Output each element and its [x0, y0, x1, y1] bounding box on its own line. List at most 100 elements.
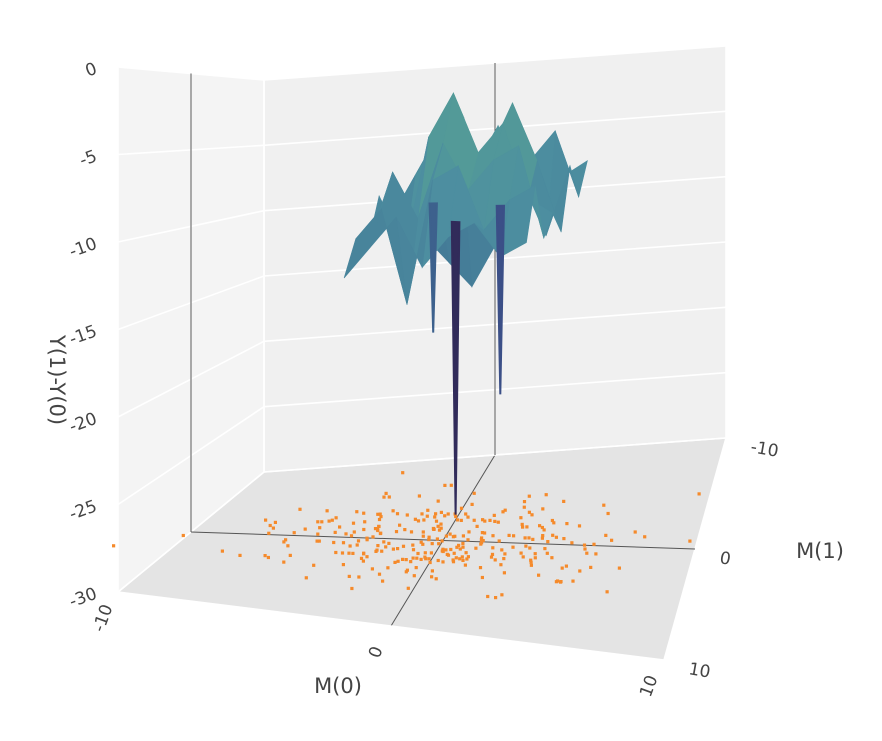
- y-tick-label: 10: [687, 659, 712, 682]
- scatter-point: [688, 539, 692, 543]
- z-tick-label: 0: [83, 59, 100, 81]
- scatter-point: [396, 547, 400, 551]
- scatter-point: [531, 537, 535, 541]
- scatter-point: [427, 538, 431, 542]
- scatter-point: [541, 534, 545, 538]
- scatter-point: [361, 559, 365, 563]
- scatter-point: [303, 527, 307, 531]
- scatter-point: [554, 535, 558, 539]
- scatter-point: [528, 546, 532, 550]
- scatter-point: [489, 555, 494, 559]
- scatter-point: [348, 544, 352, 548]
- scatter-point: [577, 524, 582, 528]
- scatter-point: [521, 555, 525, 559]
- scatter-point: [437, 542, 441, 546]
- scatter-point: [382, 540, 386, 544]
- scatter-point: [403, 528, 407, 532]
- scatter-point: [425, 514, 429, 518]
- surface-spike: [428, 202, 438, 333]
- scatter-point: [483, 519, 487, 523]
- scatter-point: [419, 557, 423, 561]
- scatter-point: [384, 491, 388, 495]
- scatter-point: [386, 566, 390, 570]
- scatter-point: [527, 510, 531, 514]
- scatter-point: [423, 555, 427, 559]
- scatter-point: [378, 512, 382, 516]
- scatter-point: [318, 526, 322, 530]
- scatter-point: [401, 544, 406, 548]
- scatter-point: [432, 527, 436, 531]
- scatter-point: [452, 551, 456, 555]
- scatter-point: [439, 522, 443, 526]
- scatter-point: [472, 491, 476, 495]
- scatter-point: [605, 590, 609, 594]
- scatter-point: [362, 551, 366, 555]
- scatter-point: [541, 507, 545, 511]
- scatter-point: [492, 513, 496, 517]
- scatter-point: [351, 521, 356, 525]
- floor-pane: [118, 438, 726, 660]
- scatter-point: [426, 508, 430, 512]
- scatter-point: [455, 518, 460, 522]
- scatter-point: [466, 515, 470, 519]
- scatter-point: [421, 534, 425, 538]
- scatter-point: [378, 531, 382, 536]
- scatter-point: [467, 530, 471, 534]
- z-tick-label: -5: [77, 146, 100, 171]
- scatter-point: [405, 568, 409, 572]
- scatter-point: [437, 528, 442, 532]
- scatter-point: [501, 510, 505, 514]
- scatter-point: [417, 494, 421, 498]
- scatter-point: [543, 547, 547, 551]
- scatter-point: [381, 579, 385, 583]
- scatter-point: [594, 552, 598, 556]
- scatter-point: [493, 519, 497, 523]
- scatter-point: [338, 525, 342, 529]
- scatter-point: [379, 515, 383, 519]
- scatter-point: [430, 542, 434, 546]
- scatter-point: [465, 557, 469, 561]
- scatter-point: [540, 525, 544, 530]
- scatter-point: [298, 507, 302, 511]
- scatter-point: [483, 531, 487, 535]
- scatter-point: [491, 534, 495, 538]
- scatter-point: [401, 557, 405, 561]
- scatter-point: [273, 520, 277, 524]
- scatter-point: [519, 516, 523, 520]
- scatter-point: [533, 552, 537, 556]
- surface-facet: [343, 208, 382, 279]
- scatter-point: [444, 548, 448, 552]
- scatter-point: [112, 544, 116, 548]
- x-tick-label: 10: [636, 673, 662, 700]
- scatter-point: [502, 557, 506, 561]
- scatter-point: [582, 543, 587, 547]
- scatter-point: [494, 596, 498, 600]
- scatter-point: [357, 575, 361, 579]
- scatter-point: [398, 523, 402, 527]
- scatter-point: [282, 560, 286, 564]
- scatter-point: [589, 565, 593, 569]
- scatter-point: [606, 511, 610, 516]
- scatter-point: [527, 494, 531, 498]
- scatter-point: [502, 571, 506, 575]
- scatter-point: [376, 512, 380, 516]
- scatter-point: [271, 526, 275, 530]
- scatter-point: [451, 560, 456, 564]
- scatter-point: [565, 522, 569, 526]
- scatter-point: [472, 518, 476, 522]
- scatter-point: [604, 533, 608, 537]
- scatter-point: [443, 483, 447, 487]
- scatter-point: [377, 517, 382, 522]
- scatter-point: [522, 500, 527, 504]
- scatter-point: [458, 547, 462, 551]
- scatter-point: [441, 560, 445, 564]
- scatter-point: [263, 554, 267, 558]
- scatter-point: [320, 520, 324, 524]
- scatter-point: [500, 593, 504, 597]
- grid-lines: [117, 45, 727, 661]
- scatter-point: [359, 556, 364, 560]
- scatter-point: [470, 502, 474, 506]
- scatter-point: [387, 541, 391, 545]
- scatter-point: [304, 576, 308, 580]
